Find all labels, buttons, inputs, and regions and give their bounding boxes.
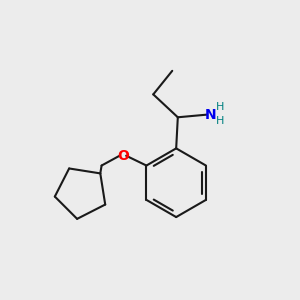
Text: H: H [216,103,224,112]
Text: H: H [216,116,224,126]
Text: O: O [117,149,129,163]
Text: N: N [205,108,216,122]
